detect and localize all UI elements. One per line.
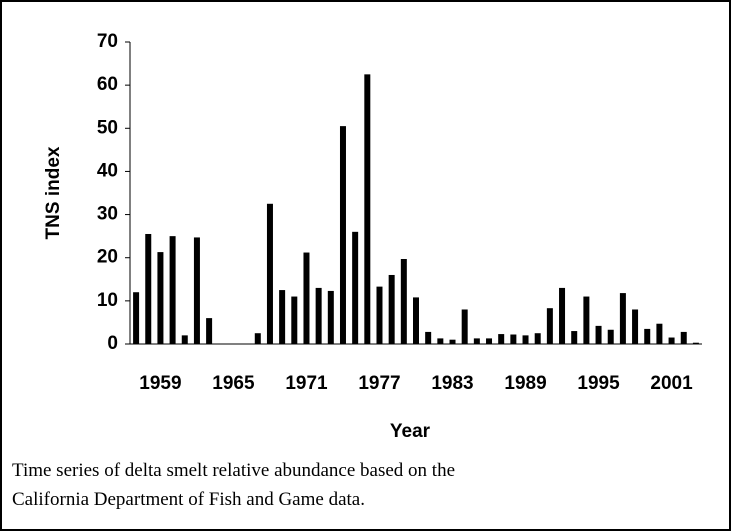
- bar: [400, 259, 407, 344]
- bar: [498, 334, 505, 344]
- x-tick-label: 1983: [431, 373, 473, 394]
- bar: [534, 333, 541, 344]
- bar: [595, 325, 602, 344]
- bar: [413, 297, 419, 344]
- bar: [339, 126, 346, 344]
- bar: [632, 309, 639, 344]
- x-axis-title: Year: [390, 421, 431, 442]
- y-tick-label: 20: [97, 247, 118, 268]
- bar: [692, 342, 699, 344]
- bar: [193, 237, 200, 344]
- bar: [619, 293, 626, 344]
- x-tick-label: 2001: [650, 373, 693, 394]
- y-tick-label: 60: [97, 74, 118, 95]
- bar: [157, 252, 164, 344]
- x-tick-label: 1977: [358, 373, 400, 394]
- y-tick-label: 0: [107, 333, 118, 354]
- bar: [388, 274, 395, 344]
- bar: [510, 334, 517, 344]
- bar: [668, 337, 675, 344]
- bar: [181, 335, 188, 344]
- y-tick-label: 50: [97, 117, 118, 138]
- bar: [327, 290, 334, 344]
- bar: [571, 331, 578, 344]
- bar: [583, 296, 590, 344]
- y-tick-label: 10: [97, 290, 118, 311]
- caption-line: California Department of Fish and Game d…: [12, 489, 365, 510]
- bar: [169, 236, 176, 344]
- bar: [656, 323, 663, 344]
- bar: [315, 287, 322, 344]
- bar: [352, 231, 359, 344]
- bar: [279, 290, 286, 344]
- bar: [437, 338, 444, 344]
- x-tick-label: 1989: [504, 373, 546, 394]
- bar: [425, 331, 432, 344]
- x-tick-label: 1959: [139, 373, 181, 394]
- bar: [461, 309, 468, 344]
- x-tick-label: 1965: [212, 373, 255, 394]
- y-tick-label: 30: [97, 204, 118, 225]
- x-tick-label: 1971: [285, 373, 328, 394]
- bar: [206, 318, 213, 344]
- bar: [680, 331, 687, 344]
- bar: [522, 335, 529, 344]
- bar: [644, 328, 651, 344]
- y-tick-label: 40: [97, 160, 118, 181]
- caption-line: Time series of delta smelt relative abun…: [12, 460, 455, 481]
- bar: [133, 292, 140, 344]
- bar: [607, 329, 614, 344]
- bar: [559, 287, 566, 344]
- y-tick-label: 70: [97, 31, 118, 52]
- bar: [303, 252, 310, 344]
- bar: [291, 296, 298, 344]
- bar: [145, 233, 152, 344]
- bar: [254, 333, 261, 344]
- bar: [546, 308, 553, 344]
- bar: [364, 74, 371, 344]
- bar: [473, 338, 480, 344]
- bar: [449, 339, 456, 344]
- y-axis-title: TNS index: [43, 146, 64, 239]
- bar: [376, 286, 383, 344]
- bar: [486, 338, 493, 344]
- bar: [266, 203, 273, 344]
- x-tick-label: 1995: [577, 373, 620, 394]
